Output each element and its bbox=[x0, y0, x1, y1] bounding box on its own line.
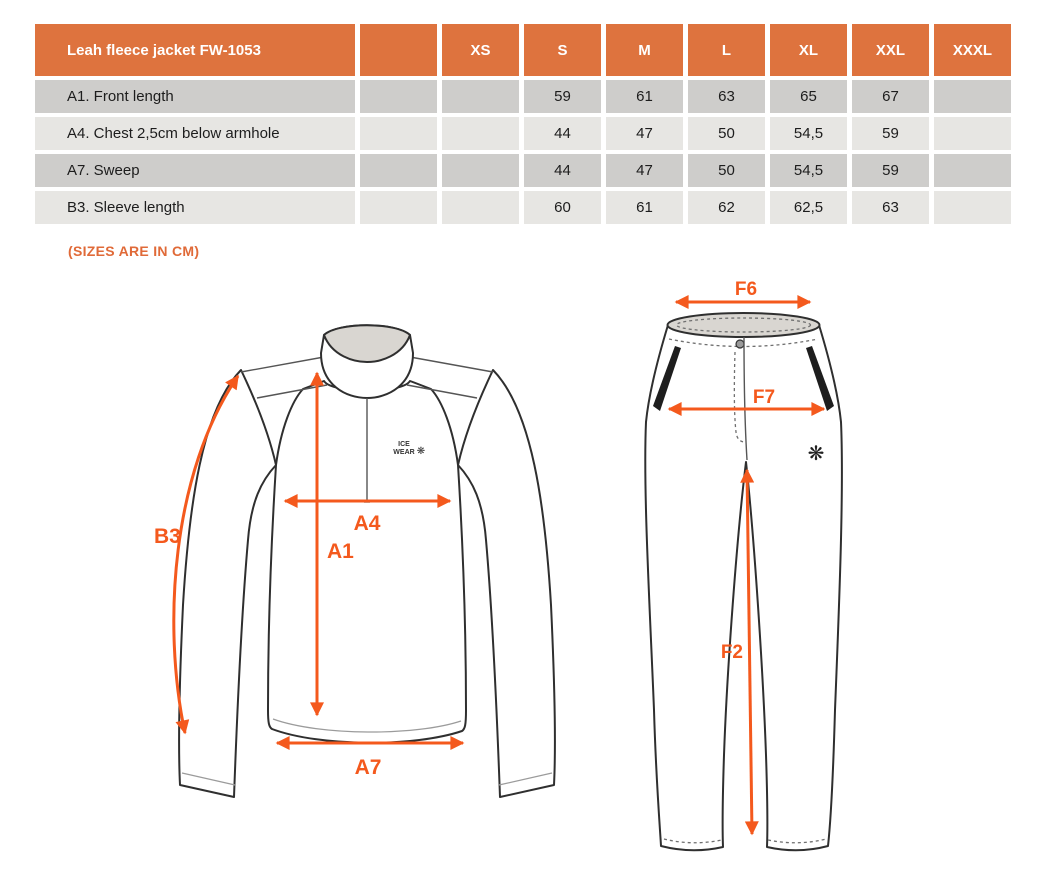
size-cell bbox=[360, 117, 437, 150]
a7-label: A7 bbox=[355, 756, 382, 779]
snowflake-icon: ❋ bbox=[808, 443, 825, 465]
size-cell: 59 bbox=[852, 117, 929, 150]
right-pocket bbox=[806, 346, 834, 411]
jacket-measurement-diagram: ICE WEAR ❋ B3 A4 A1 A7 bbox=[154, 324, 556, 798]
size-cell bbox=[934, 80, 1011, 113]
pants-drawing: ❋ bbox=[644, 312, 843, 852]
size-cell: 59 bbox=[852, 154, 929, 187]
size-cell: 61 bbox=[606, 191, 683, 224]
size-cell bbox=[442, 80, 519, 113]
left-pocket bbox=[653, 346, 681, 411]
size-table: Leah fleece jacket FW-1053 XS S M L XL X… bbox=[35, 24, 1011, 224]
size-cell bbox=[934, 117, 1011, 150]
size-cell: 47 bbox=[606, 154, 683, 187]
size-cell: 63 bbox=[688, 80, 765, 113]
a1-label: A1 bbox=[327, 540, 354, 563]
size-cell bbox=[360, 80, 437, 113]
row-label: A4. Chest 2,5cm below armhole bbox=[35, 117, 355, 150]
row-label: A1. Front length bbox=[35, 80, 355, 113]
size-cell: 63 bbox=[852, 191, 929, 224]
f2-inseam-arrow bbox=[740, 468, 759, 836]
pants-measurements: F6 F7 F2 bbox=[667, 280, 826, 836]
row-label: B3. Sleeve length bbox=[35, 191, 355, 224]
a4-label: A4 bbox=[354, 512, 381, 535]
col-header-xxl: XXL bbox=[852, 24, 929, 76]
col-header-xl: XL bbox=[770, 24, 847, 76]
size-cell: 54,5 bbox=[770, 154, 847, 187]
col-header-empty bbox=[360, 24, 437, 76]
size-cell bbox=[442, 117, 519, 150]
b3-label: B3 bbox=[154, 525, 181, 548]
logo-text-line1: ICE bbox=[398, 441, 410, 448]
snowflake-icon: ❋ bbox=[417, 446, 425, 457]
f6-label: F6 bbox=[735, 280, 757, 300]
size-cell bbox=[934, 191, 1011, 224]
size-cell: 60 bbox=[524, 191, 601, 224]
size-cell: 65 bbox=[770, 80, 847, 113]
col-header-xs: XS bbox=[442, 24, 519, 76]
col-header-xxxl: XXXL bbox=[934, 24, 1011, 76]
size-cell: 44 bbox=[524, 154, 601, 187]
size-cell bbox=[360, 154, 437, 187]
row-label: A7. Sweep bbox=[35, 154, 355, 187]
table-title: Leah fleece jacket FW-1053 bbox=[35, 24, 355, 76]
size-cell: 47 bbox=[606, 117, 683, 150]
size-cell: 50 bbox=[688, 117, 765, 150]
b3-sleeve-arrow bbox=[172, 374, 240, 735]
size-cell: 59 bbox=[524, 80, 601, 113]
size-cell bbox=[442, 154, 519, 187]
logo-text-line2: WEAR bbox=[393, 449, 414, 456]
icewear-logo: ICE WEAR ❋ bbox=[393, 441, 425, 457]
pants-measurement-diagram: ❋ F6 F7 F2 bbox=[644, 280, 843, 852]
size-cell: 67 bbox=[852, 80, 929, 113]
size-cell bbox=[442, 191, 519, 224]
size-cell bbox=[934, 154, 1011, 187]
f7-label: F7 bbox=[753, 387, 775, 408]
size-cell: 62 bbox=[688, 191, 765, 224]
size-cell: 61 bbox=[606, 80, 683, 113]
f2-label: F2 bbox=[721, 642, 743, 663]
waist-button bbox=[735, 339, 745, 349]
size-cell bbox=[360, 191, 437, 224]
col-header-l: L bbox=[688, 24, 765, 76]
sizes-unit-note: (SIZES ARE IN CM) bbox=[68, 243, 200, 259]
size-cell: 54,5 bbox=[770, 117, 847, 150]
size-cell: 62,5 bbox=[770, 191, 847, 224]
jacket-measurements: B3 A4 A1 A7 bbox=[154, 371, 465, 779]
col-header-s: S bbox=[524, 24, 601, 76]
size-cell: 44 bbox=[524, 117, 601, 150]
jacket-drawing: ICE WEAR ❋ bbox=[178, 324, 556, 798]
col-header-m: M bbox=[606, 24, 683, 76]
size-cell: 50 bbox=[688, 154, 765, 187]
